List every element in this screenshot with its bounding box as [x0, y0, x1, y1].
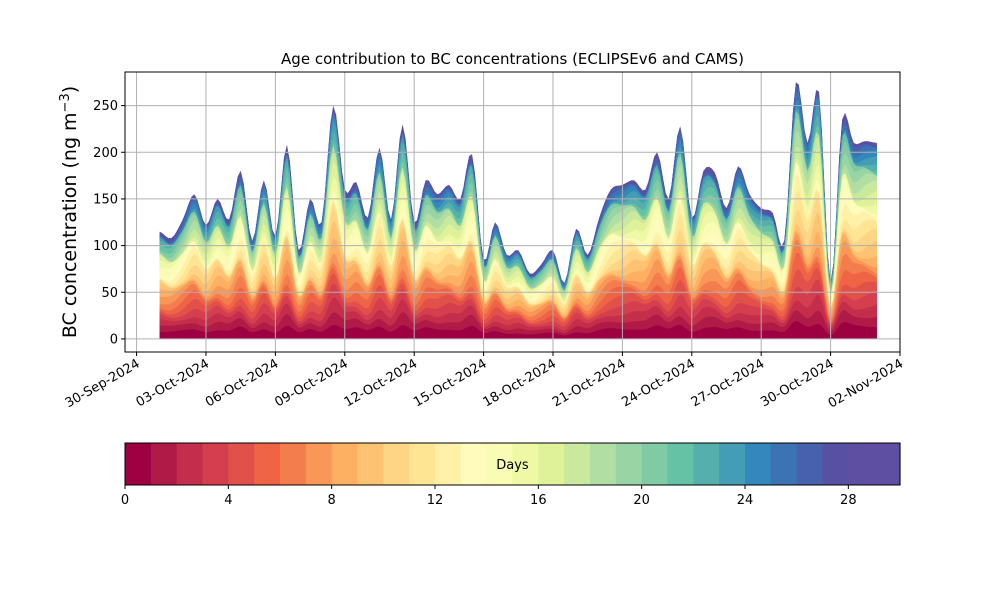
plot-frame — [124, 71, 901, 353]
colorbar-segment — [538, 443, 565, 485]
colorbar-segment — [125, 443, 152, 485]
colorbar-segment — [512, 443, 539, 485]
colorbar-segment — [357, 443, 384, 485]
colorbar-segment — [176, 443, 204, 485]
colorbar-segment — [460, 443, 488, 485]
y-tick-label: 50 — [101, 286, 118, 301]
colorbar-segment — [745, 443, 772, 485]
colorbar-segment — [667, 443, 694, 485]
age-layers — [159, 82, 877, 339]
x-tick-label: 30-Sep-2024 — [63, 356, 143, 411]
colorbar-ticks: 0 4 8 12 16 20 24 28 — [121, 485, 857, 508]
colorbar-tick-label: 8 — [328, 493, 336, 508]
colorbar-segment — [719, 443, 746, 485]
colorbar-tick-label: 4 — [224, 493, 232, 508]
x-tick-label: 12-Oct-2024 — [342, 356, 420, 410]
x-tick-label: 18-Oct-2024 — [481, 356, 559, 410]
colorbar-segment — [590, 443, 617, 485]
x-tick-label: 24-Oct-2024 — [619, 356, 697, 410]
colorbar-segment — [409, 443, 436, 485]
colorbar-segment — [331, 443, 359, 485]
colorbar-tick-label: 28 — [840, 493, 857, 508]
x-tick-label: 03-Oct-2024 — [134, 356, 212, 410]
colorbar-segment — [383, 443, 410, 485]
y-axis-label-main: BC concentration (ng m — [59, 112, 81, 338]
colorbar-label: Days — [496, 458, 529, 473]
x-tick-label: 21-Oct-2024 — [550, 356, 628, 410]
colorbar-segment — [822, 443, 849, 485]
chart-title: Age contribution to BC concentrations (E… — [281, 50, 744, 68]
y-tick-label: 100 — [93, 239, 118, 254]
colorbar-tick-label: 16 — [530, 493, 547, 508]
x-tick-label: 09-Oct-2024 — [272, 356, 350, 410]
y-axis: 0 50 100 150 200 250 — [93, 99, 125, 347]
colorbar-segment — [848, 443, 875, 485]
x-tick-label: 30-Oct-2024 — [758, 356, 836, 410]
colorbar-segment — [874, 443, 901, 485]
plot-area — [124, 71, 901, 353]
colorbar-segment — [641, 443, 669, 485]
y-tick-label: 250 — [93, 99, 118, 114]
colorbar-tick-label: 12 — [427, 493, 444, 508]
colorbar-segment — [202, 443, 229, 485]
x-tick-label: 15-Oct-2024 — [411, 356, 489, 410]
y-tick-label: 150 — [93, 192, 118, 207]
colorbar-segment — [615, 443, 643, 485]
y-axis-label: BC concentration (ng m−3) — [58, 86, 81, 338]
colorbar-tick-label: 24 — [737, 493, 754, 508]
colorbar-segment — [693, 443, 720, 485]
x-axis: 30-Sep-202403-Oct-202406-Oct-202409-Oct-… — [63, 352, 906, 411]
colorbar-segment — [305, 443, 333, 485]
colorbar-segment — [280, 443, 307, 485]
colorbar-segment — [770, 443, 798, 485]
colorbar-segment — [150, 443, 178, 485]
age-layer-1 — [159, 321, 877, 339]
x-tick-label: 02-Nov-2024 — [826, 356, 906, 411]
colorbar-segment — [228, 443, 255, 485]
colorbar-segment — [435, 443, 462, 485]
colorbar: Days 0 4 8 12 16 20 24 28 — [121, 442, 901, 508]
colorbar-segment — [486, 443, 514, 485]
y-tick-label: 200 — [93, 146, 118, 161]
colorbar-tick-label: 20 — [633, 493, 650, 508]
y-axis-label-sup: −3 — [58, 93, 73, 112]
colorbar-segment — [796, 443, 824, 485]
colorbar-tick-label: 0 — [121, 493, 129, 508]
colorbar-frame — [124, 442, 901, 486]
colorbar-segments — [125, 443, 901, 485]
x-tick-label: 06-Oct-2024 — [203, 356, 281, 410]
colorbar-segment — [564, 443, 591, 485]
y-axis-label-close: ) — [59, 86, 81, 93]
y-tick-label: 0 — [110, 332, 118, 347]
x-tick-label: 27-Oct-2024 — [689, 356, 767, 410]
colorbar-segment — [254, 443, 281, 485]
